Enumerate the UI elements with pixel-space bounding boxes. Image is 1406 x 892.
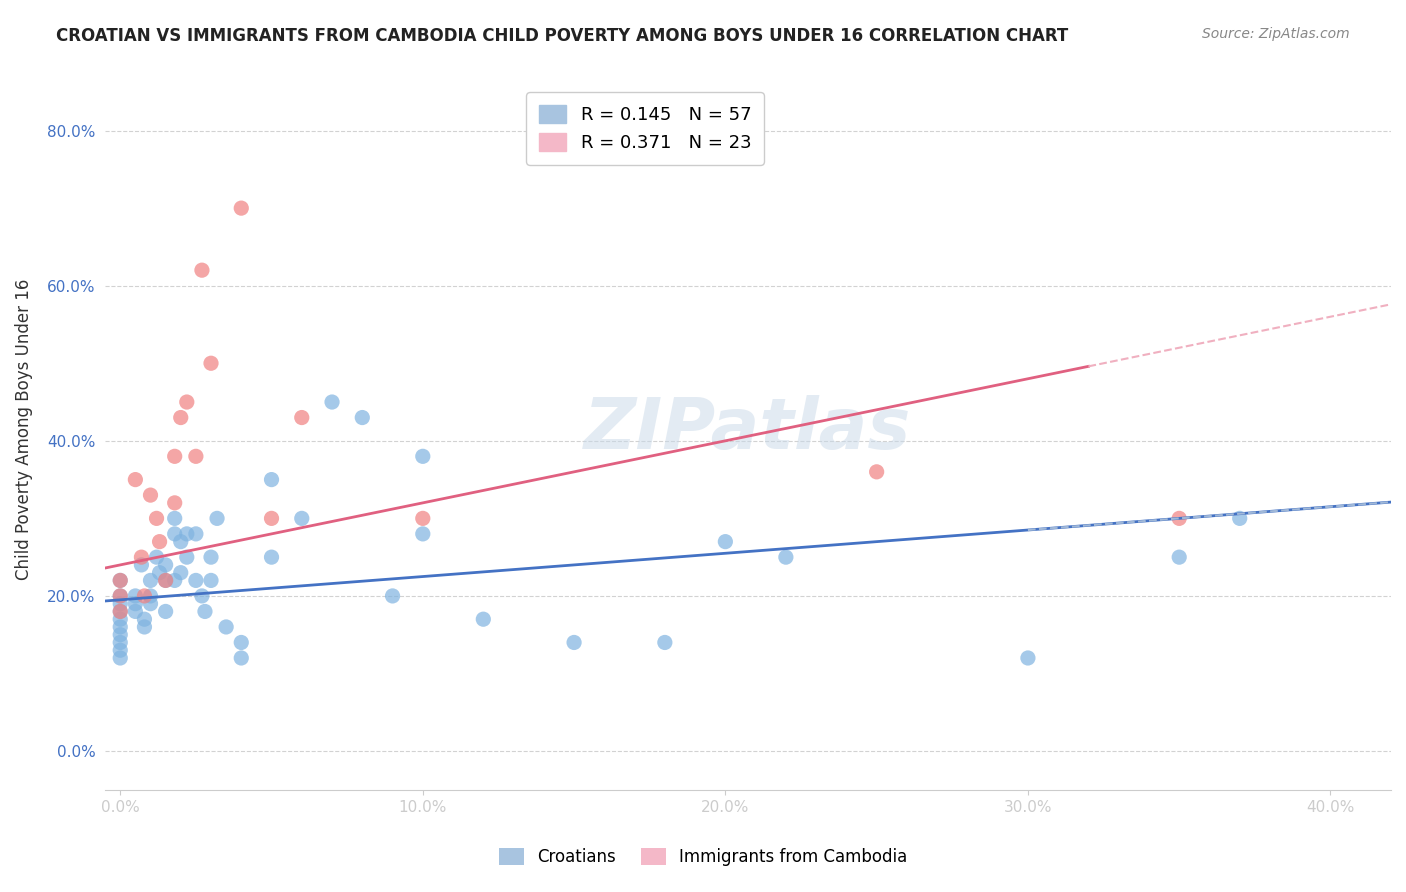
Point xyxy=(134,612,156,626)
Point xyxy=(291,511,314,525)
Point xyxy=(110,651,132,665)
Point xyxy=(134,620,156,634)
Legend: R = 0.145   N = 57, R = 0.371   N = 23: R = 0.145 N = 57, R = 0.371 N = 23 xyxy=(526,92,763,165)
Point xyxy=(1017,651,1039,665)
Point xyxy=(163,574,186,588)
Point xyxy=(176,550,198,565)
Point xyxy=(110,604,132,618)
Point xyxy=(110,589,132,603)
Point xyxy=(231,635,253,649)
Point xyxy=(170,566,193,580)
Point xyxy=(148,566,170,580)
Point xyxy=(110,612,132,626)
Point xyxy=(714,534,737,549)
Point xyxy=(155,558,177,572)
Point xyxy=(139,574,162,588)
Point xyxy=(260,473,283,487)
Point xyxy=(110,597,132,611)
Point xyxy=(412,450,434,464)
Point xyxy=(134,589,156,603)
Point xyxy=(176,395,198,409)
Point xyxy=(260,511,283,525)
Point xyxy=(110,604,132,618)
Point xyxy=(1168,511,1191,525)
Point xyxy=(866,465,889,479)
Text: CROATIAN VS IMMIGRANTS FROM CAMBODIA CHILD POVERTY AMONG BOYS UNDER 16 CORRELATI: CROATIAN VS IMMIGRANTS FROM CAMBODIA CHI… xyxy=(56,27,1069,45)
Point xyxy=(139,597,162,611)
Point xyxy=(775,550,797,565)
Point xyxy=(110,643,132,657)
Point xyxy=(163,511,186,525)
Point xyxy=(155,574,177,588)
Point xyxy=(191,589,214,603)
Point xyxy=(170,410,193,425)
Point xyxy=(176,527,198,541)
Point xyxy=(131,550,153,565)
Point xyxy=(155,574,177,588)
Point xyxy=(145,550,167,565)
Point xyxy=(472,612,495,626)
Point xyxy=(321,395,343,409)
Point xyxy=(184,450,207,464)
Text: Source: ZipAtlas.com: Source: ZipAtlas.com xyxy=(1202,27,1350,41)
Point xyxy=(1229,511,1251,525)
Legend: Croatians, Immigrants from Cambodia: Croatians, Immigrants from Cambodia xyxy=(491,840,915,875)
Point xyxy=(184,527,207,541)
Point xyxy=(110,574,132,588)
Point xyxy=(110,628,132,642)
Point xyxy=(194,604,217,618)
Point xyxy=(124,473,146,487)
Point xyxy=(145,511,167,525)
Point xyxy=(139,589,162,603)
Point xyxy=(131,558,153,572)
Point xyxy=(200,356,222,370)
Point xyxy=(163,527,186,541)
Y-axis label: Child Poverty Among Boys Under 16: Child Poverty Among Boys Under 16 xyxy=(15,278,32,580)
Point xyxy=(260,550,283,565)
Point xyxy=(110,620,132,634)
Point xyxy=(124,604,146,618)
Point xyxy=(200,550,222,565)
Point xyxy=(352,410,374,425)
Point xyxy=(200,574,222,588)
Point xyxy=(231,201,253,215)
Point xyxy=(124,597,146,611)
Point xyxy=(163,496,186,510)
Point xyxy=(124,589,146,603)
Point xyxy=(170,534,193,549)
Point xyxy=(562,635,585,649)
Point xyxy=(148,534,170,549)
Point xyxy=(139,488,162,502)
Point xyxy=(110,574,132,588)
Point xyxy=(184,574,207,588)
Point xyxy=(291,410,314,425)
Point xyxy=(231,651,253,665)
Point xyxy=(110,635,132,649)
Point xyxy=(110,589,132,603)
Point xyxy=(1168,550,1191,565)
Point xyxy=(191,263,214,277)
Point xyxy=(412,527,434,541)
Point xyxy=(654,635,676,649)
Point xyxy=(215,620,238,634)
Point xyxy=(155,604,177,618)
Point xyxy=(163,450,186,464)
Point xyxy=(412,511,434,525)
Point xyxy=(381,589,404,603)
Point xyxy=(205,511,228,525)
Text: ZIPatlas: ZIPatlas xyxy=(585,394,911,464)
